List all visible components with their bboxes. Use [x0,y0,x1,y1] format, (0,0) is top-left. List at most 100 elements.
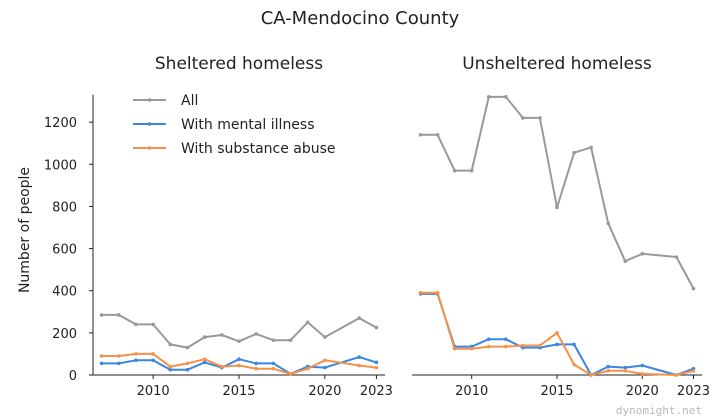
unsheltered-point-substance [521,343,525,348]
sheltered-point-substance [374,365,379,370]
unsheltered-point-mental [572,342,576,347]
sheltered-point-mental [254,361,258,366]
sheltered-point-substance [168,364,173,369]
unsheltered-x-tick-label: 2023 [677,384,710,399]
unsheltered-panel: Unsheltered homeless 2010 2015 2020 2023 [412,54,710,399]
sheltered-point-all [323,335,327,339]
unsheltered-point-substance [486,344,491,349]
sheltered-y-tick-label: 400 [52,285,77,300]
unsheltered-point-substance [418,291,423,295]
sheltered-point-all [288,338,293,343]
figure-title: CA-Mendocino County [261,8,460,29]
sheltered-x-tick-label: 2015 [222,384,255,399]
sheltered-line-all [101,313,377,349]
unsheltered-point-substance [623,368,628,373]
sheltered-point-all [202,335,207,339]
sheltered-point-all [168,342,173,347]
sheltered-point-all [134,322,138,327]
sheltered-x-tick-label: 2023 [360,384,393,399]
unsheltered-point-mental [623,365,628,370]
unsheltered-point-mental [486,337,491,341]
legend-label-all: All [181,93,198,109]
sheltered-x-tick-label: 2020 [308,384,341,399]
sheltered-point-all [116,313,121,317]
unsheltered-point-mental [606,364,610,369]
unsheltered-point-all [418,132,423,137]
sheltered-point-substance [99,354,104,358]
sheltered-y-tick-label: 800 [52,200,77,215]
unsheltered-point-all [452,168,457,173]
unsheltered-point-all [521,116,525,120]
unsheltered-point-all [555,205,559,210]
y-axis-label: Number of people [17,167,33,293]
sheltered-line-substance [101,352,377,375]
unsheltered-point-all [572,150,576,155]
unsheltered-point-all [623,259,628,264]
sheltered-point-mental [374,360,379,365]
unsheltered-point-substance [469,346,474,351]
sheltered-point-substance [202,357,207,361]
sheltered-point-all [271,338,276,343]
sheltered-point-mental [134,358,138,363]
sheltered-point-mental [323,365,327,370]
sheltered-point-substance [185,361,190,366]
unsheltered-point-all [469,168,474,173]
unsheltered-point-substance [504,344,508,349]
sheltered-point-all [99,313,104,317]
sheltered-point-mental [168,367,173,372]
sheltered-y-tick-label: 1200 [44,116,77,131]
unsheltered-panel-title: Unsheltered homeless [462,54,652,74]
sheltered-point-all [185,345,190,350]
sheltered-point-substance [305,366,310,371]
sheltered-point-all [357,316,362,320]
unsheltered-point-substance [589,373,593,377]
unsheltered-line-all [420,95,695,290]
unsheltered-point-all [435,132,440,137]
unsheltered-point-all [504,95,508,99]
sheltered-panel-title: Sheltered homeless [155,54,323,74]
legend-label-substance: With substance abuse [181,141,336,157]
unsheltered-point-substance [572,362,576,367]
unsheltered-point-all [674,255,679,259]
unsheltered-x-tick-label: 2020 [626,384,659,399]
unsheltered-point-all [640,252,645,256]
unsheltered-point-substance [691,368,696,373]
sheltered-y-tick-label: 600 [52,243,77,258]
legend: All With mental illness With substance abu… [133,93,336,157]
unsheltered-point-mental [555,342,559,347]
unsheltered-x-tick-label: 2010 [455,384,488,399]
sheltered-point-mental [237,357,241,361]
unsheltered-x-tick-label: 2015 [540,384,573,399]
sheltered-point-all [237,339,241,344]
sheltered-point-substance [237,363,241,368]
sheltered-point-all [151,322,155,327]
sheltered-line-mental [101,356,377,375]
unsheltered-point-all [589,145,593,150]
legend-label-mental: With mental illness [181,117,315,133]
sheltered-point-mental [116,361,121,366]
sheltered-point-substance [288,372,293,376]
sheltered-point-substance [254,366,258,371]
unsheltered-point-all [691,286,696,291]
unsheltered-point-substance [555,331,559,335]
legend-marker-substance [147,146,152,150]
sheltered-point-substance [271,366,276,371]
sheltered-y-tick-label: 200 [52,327,77,342]
sheltered-panel: Sheltered homeless 2010 2015 2020 2023 0 200 40… [44,54,393,399]
sheltered-y-tick-label: 0 [69,369,77,384]
watermark: dynomight.net [616,404,702,417]
unsheltered-point-substance [452,346,457,351]
unsheltered-point-substance [606,368,610,373]
unsheltered-point-all [538,116,542,120]
sheltered-point-mental [271,361,276,366]
sheltered-point-substance [220,364,224,369]
unsheltered-point-all [486,95,491,99]
legend-marker-mental [147,122,152,126]
unsheltered-point-substance [674,373,679,377]
sheltered-point-substance [134,352,138,356]
sheltered-point-substance [323,358,327,363]
unsheltered-point-mental [640,363,645,368]
sheltered-point-mental [99,361,104,366]
sheltered-point-mental [185,367,190,372]
sheltered-point-all [220,333,224,337]
